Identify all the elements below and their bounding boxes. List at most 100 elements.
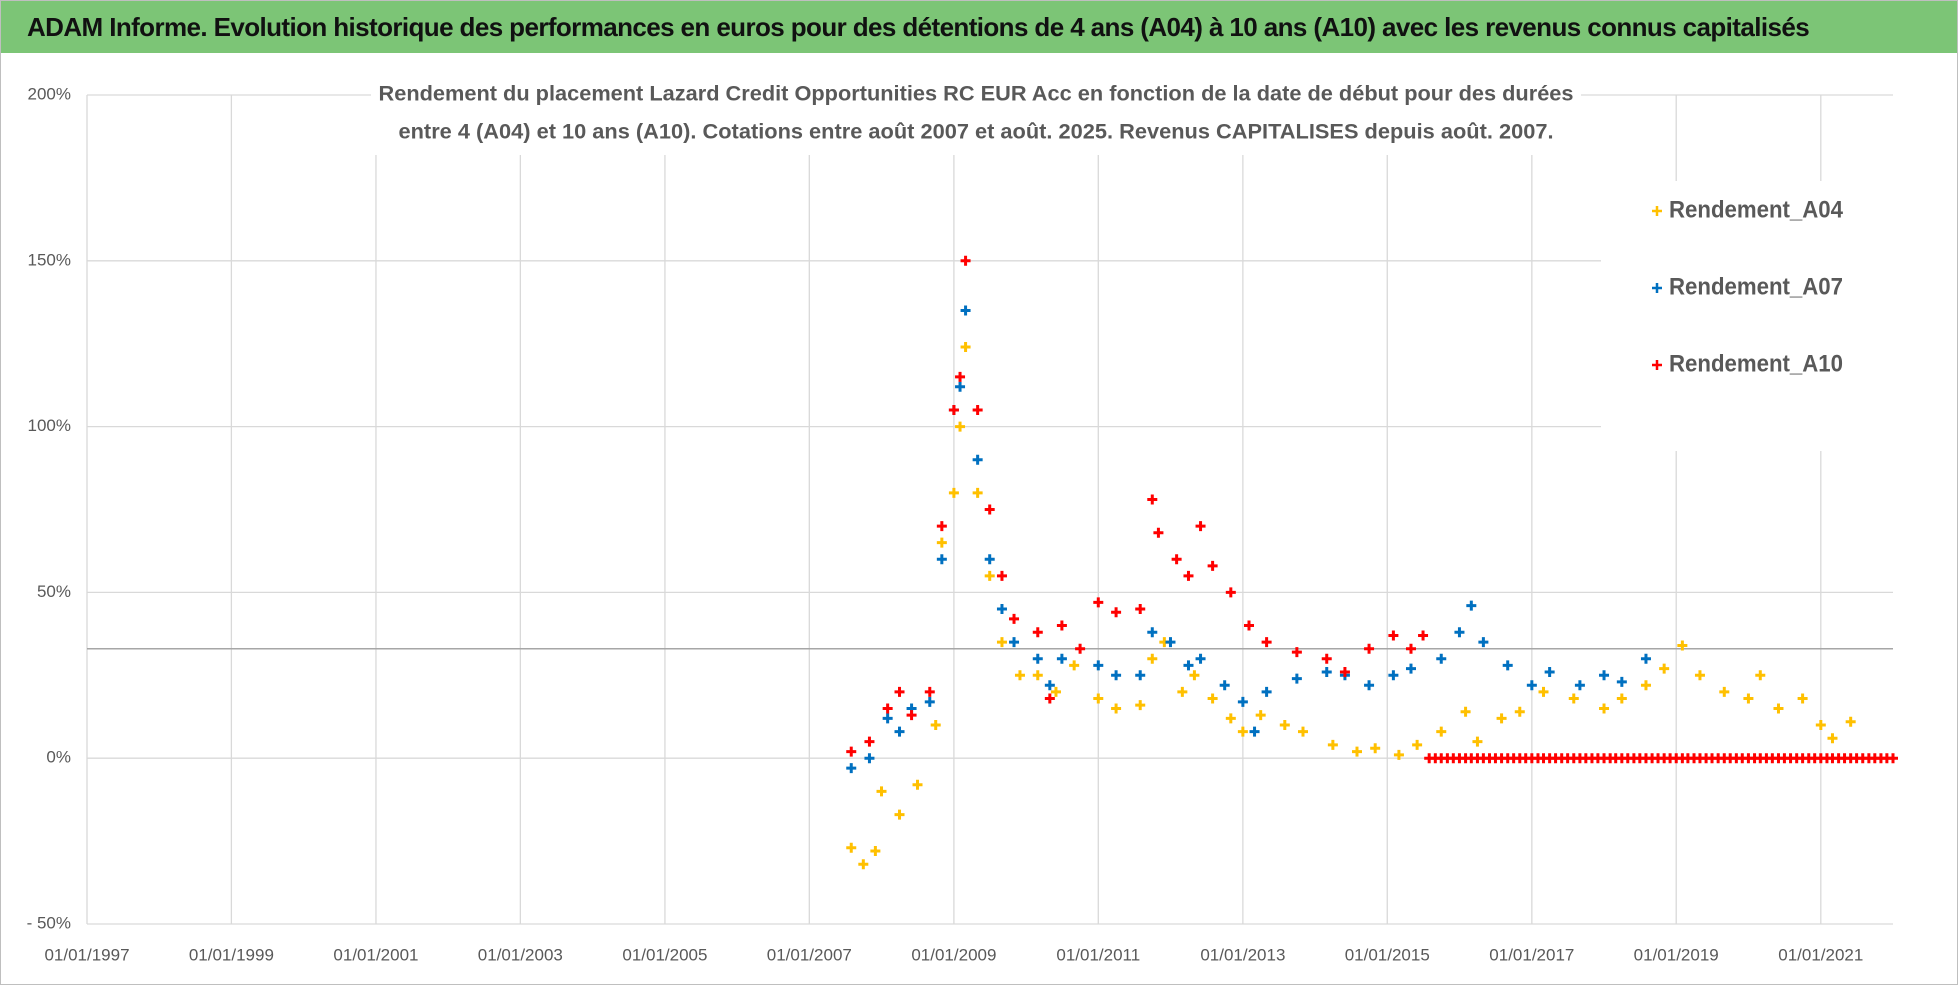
data-point <box>1147 494 1158 505</box>
data-point <box>1478 637 1489 648</box>
data-point <box>1599 703 1610 714</box>
data-point <box>1364 680 1375 691</box>
data-point <box>1014 670 1025 681</box>
data-point <box>1460 706 1471 717</box>
x-tick-label: 01/01/2021 <box>1778 945 1863 964</box>
data-point <box>1845 716 1856 727</box>
data-point <box>1244 620 1254 631</box>
data-point <box>1574 680 1585 691</box>
data-point <box>948 487 959 498</box>
series <box>846 255 1898 764</box>
data-point <box>1298 726 1308 737</box>
data-point <box>1009 637 1020 648</box>
data-point <box>1219 680 1230 691</box>
data-point <box>1773 703 1784 714</box>
data-point <box>1111 670 1122 681</box>
data-point <box>1111 703 1122 714</box>
data-point <box>984 554 995 565</box>
data-point <box>996 603 1007 614</box>
data-point <box>1237 726 1248 737</box>
data-point <box>1466 600 1477 611</box>
data-point <box>1225 587 1236 598</box>
data-point <box>960 255 971 266</box>
data-point <box>1249 726 1260 737</box>
header-title: ADAM Informe. Evolution historique des p… <box>27 11 1810 42</box>
data-point <box>876 786 887 797</box>
data-point <box>936 554 947 565</box>
chart-title: Rendement du placement Lazard Credit Opp… <box>379 83 1574 106</box>
data-point <box>1352 746 1362 757</box>
data-point <box>1135 700 1146 711</box>
legend-label: Rendement_A10 <box>1669 350 1843 377</box>
data-point <box>1195 653 1206 664</box>
data-point <box>1496 713 1507 724</box>
data-point <box>1135 603 1146 614</box>
data-point <box>1032 627 1043 638</box>
data-point <box>1165 637 1176 648</box>
data-point <box>1261 686 1272 697</box>
x-tick-label: 01/01/2015 <box>1345 945 1430 964</box>
data-point <box>1405 663 1416 674</box>
chart-title: entre 4 (A04) et 10 ans (A10). Cotations… <box>399 121 1554 144</box>
data-point <box>1388 670 1399 681</box>
data-point <box>1388 630 1399 641</box>
data-point <box>930 720 941 731</box>
data-point <box>984 504 995 515</box>
data-point <box>1677 640 1688 651</box>
data-point <box>894 686 905 697</box>
header: ADAM Informe. Evolution historique des p… <box>1 1 1957 53</box>
data-point <box>1044 693 1055 704</box>
data-point <box>1171 554 1182 565</box>
data-point <box>1177 686 1188 697</box>
data-point <box>1183 660 1194 671</box>
data-point <box>1207 693 1218 704</box>
data-point <box>1502 660 1513 671</box>
data-point <box>1237 696 1248 707</box>
data-point <box>996 637 1007 648</box>
chart: 01/01/1997 01/01/1999 01/01/2001 01/01/2003… <box>27 75 1901 964</box>
data-point <box>1321 653 1332 664</box>
data-point <box>1183 570 1194 581</box>
x-tick-label: 01/01/2001 <box>333 945 418 964</box>
data-point <box>996 570 1007 581</box>
data-point <box>1291 673 1302 684</box>
data-point <box>864 736 875 747</box>
data-point <box>1032 653 1043 664</box>
legend-marker <box>1652 206 1662 216</box>
y-tick-label: 50% <box>37 582 71 601</box>
data-point <box>1009 613 1020 624</box>
data-point <box>936 537 947 548</box>
x-tick-label: 01/01/2013 <box>1200 945 1285 964</box>
series <box>846 342 1856 870</box>
data-point <box>1888 753 1898 764</box>
y-tick-label: - 50% <box>27 913 71 932</box>
data-point <box>1405 643 1416 654</box>
data-point <box>1472 736 1483 747</box>
x-tick-label: 01/01/2009 <box>911 945 996 964</box>
x-tick-label: 01/01/2005 <box>622 945 707 964</box>
x-tick-label: 01/01/1997 <box>44 945 129 964</box>
data-point <box>1225 713 1236 724</box>
data-point <box>1454 627 1465 638</box>
x-tick-label: 01/01/1999 <box>189 945 274 964</box>
data-point <box>1599 670 1610 681</box>
data-point <box>1056 620 1067 631</box>
x-tick-label: 01/01/2017 <box>1489 945 1574 964</box>
data-point <box>1370 743 1381 754</box>
data-point <box>1538 686 1549 697</box>
data-point <box>936 521 947 532</box>
data-point <box>1694 670 1705 681</box>
y-tick-label: 100% <box>28 416 71 435</box>
data-point <box>1568 693 1579 704</box>
data-point <box>1111 607 1122 618</box>
data-point <box>1261 637 1272 648</box>
data-point <box>864 753 875 764</box>
data-point <box>955 371 966 382</box>
data-point <box>1032 670 1043 681</box>
data-point <box>1526 680 1537 691</box>
data-point <box>1364 643 1375 654</box>
legend-background <box>1601 181 1901 451</box>
data-point <box>1719 686 1730 697</box>
data-point <box>1075 643 1086 654</box>
data-point <box>1412 739 1423 750</box>
